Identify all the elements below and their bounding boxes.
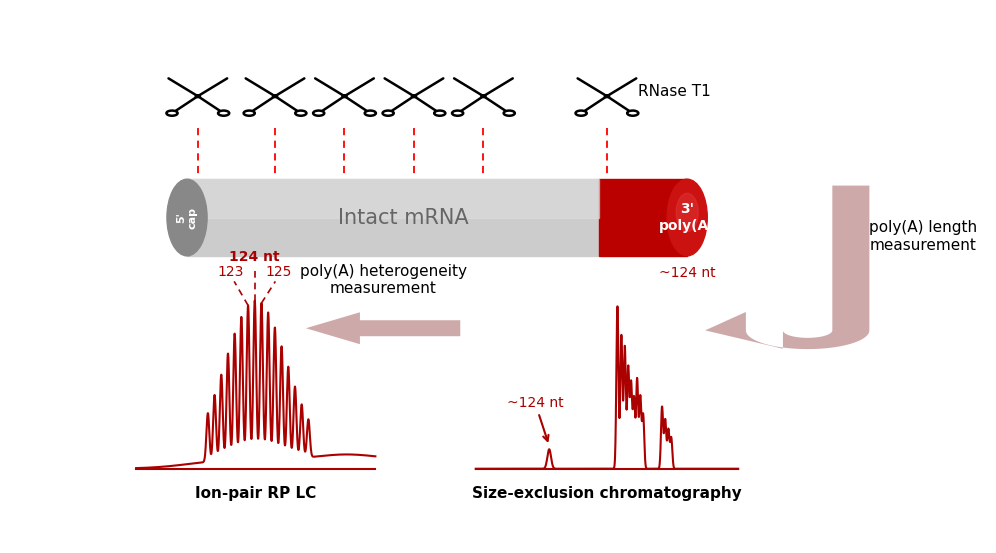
Text: ~124 nt: ~124 nt bbox=[659, 267, 715, 280]
Polygon shape bbox=[705, 81, 870, 349]
Bar bbox=[187, 179, 600, 256]
Text: 5'
cap: 5' cap bbox=[176, 206, 198, 228]
Bar bbox=[187, 179, 600, 217]
Text: Size-exclusion chromatography: Size-exclusion chromatography bbox=[472, 486, 742, 501]
Ellipse shape bbox=[667, 179, 707, 256]
Ellipse shape bbox=[167, 179, 207, 256]
Text: 123: 123 bbox=[218, 265, 244, 279]
Polygon shape bbox=[306, 312, 460, 344]
Circle shape bbox=[272, 95, 278, 98]
Ellipse shape bbox=[676, 193, 698, 232]
Text: poly(A) length
measurement: poly(A) length measurement bbox=[870, 221, 977, 253]
Bar bbox=[600, 179, 687, 256]
Circle shape bbox=[481, 95, 486, 98]
Text: Intact mRNA: Intact mRNA bbox=[338, 207, 468, 227]
Text: Ion-pair RP LC: Ion-pair RP LC bbox=[195, 486, 317, 501]
Circle shape bbox=[342, 95, 348, 98]
Circle shape bbox=[605, 95, 610, 98]
Circle shape bbox=[195, 95, 200, 98]
Text: ~124 nt: ~124 nt bbox=[507, 395, 564, 441]
Text: 124 nt: 124 nt bbox=[229, 251, 280, 264]
Text: poly(A) heterogeneity
measurement: poly(A) heterogeneity measurement bbox=[300, 264, 466, 296]
Text: 125: 125 bbox=[265, 265, 292, 279]
Text: 3'
poly(A): 3' poly(A) bbox=[659, 202, 715, 233]
Text: RNase T1: RNase T1 bbox=[637, 85, 710, 100]
Circle shape bbox=[411, 95, 416, 98]
